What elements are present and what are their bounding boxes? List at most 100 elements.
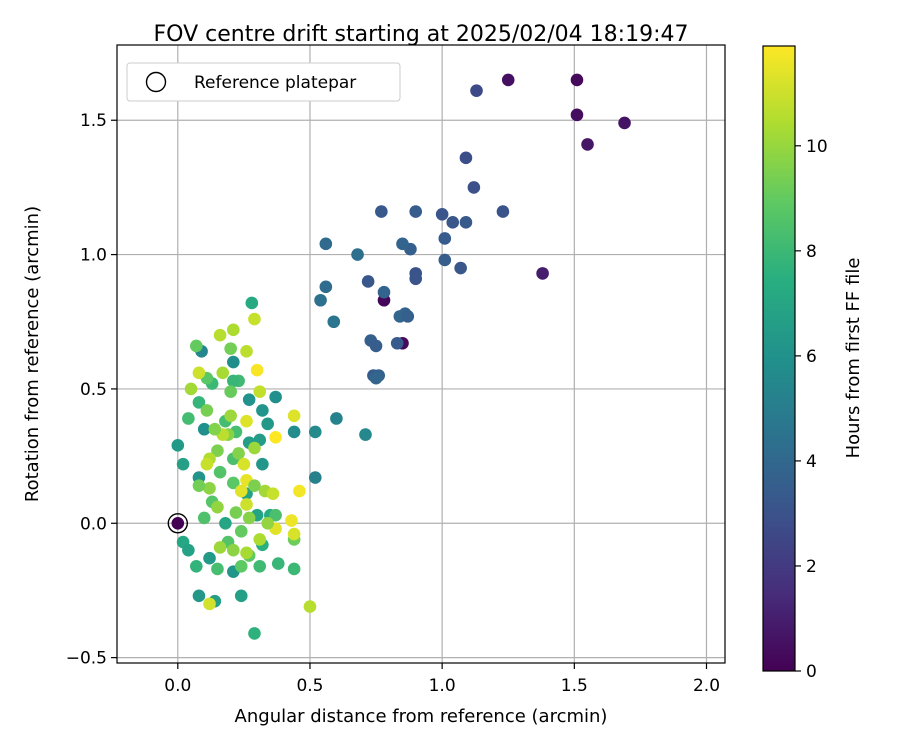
data-point (192, 396, 206, 409)
data-point (314, 293, 327, 307)
data-point (190, 339, 203, 353)
data-point (261, 516, 274, 530)
colorbar-tick-label: 4 (806, 452, 817, 472)
data-point (216, 366, 230, 380)
data-point (229, 506, 243, 519)
y-tick-label: 1.5 (80, 111, 107, 131)
data-point (227, 374, 240, 388)
data-point (435, 207, 449, 221)
y-tick-label: 0.5 (80, 380, 107, 400)
data-point (369, 339, 383, 353)
data-point (287, 562, 301, 576)
data-point (192, 589, 206, 603)
data-point (224, 385, 237, 398)
data-point (401, 310, 415, 323)
data-point (182, 412, 195, 425)
data-points (171, 73, 631, 640)
data-point (248, 479, 261, 492)
data-point (250, 363, 264, 377)
data-point (361, 275, 375, 288)
data-point (248, 312, 261, 326)
data-point (287, 409, 301, 423)
data-point (396, 237, 409, 251)
y-tick-label: −0.5 (66, 649, 107, 669)
data-point (211, 500, 224, 514)
data-point (203, 482, 216, 495)
data-point (570, 108, 584, 122)
legend-entry-reference: Reference platepar (194, 73, 356, 93)
data-point (190, 559, 203, 573)
data-point (308, 471, 322, 484)
x-tick-label: 1.5 (561, 676, 588, 696)
reference-ring (167, 513, 189, 534)
data-point (208, 422, 222, 436)
data-point (293, 484, 306, 498)
data-point (211, 562, 224, 576)
data-point (197, 511, 211, 525)
colorbar-tick-label: 10 (806, 137, 828, 157)
reference-marker (167, 513, 189, 534)
data-point (375, 205, 388, 218)
data-point (234, 589, 248, 603)
data-point (234, 484, 248, 498)
data-point (200, 404, 214, 417)
data-point (409, 205, 423, 218)
data-point (287, 527, 301, 541)
colorbar-tick-label: 2 (806, 557, 817, 577)
data-point (330, 412, 343, 425)
data-point (182, 543, 195, 557)
data-point (454, 261, 467, 275)
x-axis-label: Angular distance from reference (arcmin) (235, 706, 608, 727)
data-point (271, 557, 285, 570)
data-point (171, 439, 185, 452)
y-axis: −0.5 0.0 0.5 1.0 1.5 (66, 111, 117, 669)
data-point (359, 428, 372, 441)
x-tick-label: 2.0 (693, 676, 720, 696)
y-axis-label: Rotation from reference (arcmin) (22, 206, 43, 502)
data-point (308, 425, 322, 439)
data-point (253, 385, 267, 398)
data-point (232, 447, 245, 460)
data-point (618, 116, 631, 130)
data-point (227, 543, 240, 557)
data-point (581, 138, 594, 151)
data-point (242, 393, 256, 406)
data-point (192, 366, 206, 380)
data-point (446, 216, 460, 229)
data-point (459, 216, 473, 229)
data-point (269, 430, 282, 444)
data-point (266, 487, 280, 501)
data-point (409, 272, 423, 286)
data-point (390, 336, 404, 350)
grid (117, 45, 725, 663)
reference-point (171, 516, 185, 530)
data-point (242, 511, 256, 525)
data-point (203, 597, 216, 611)
data-point (240, 345, 253, 358)
data-point (256, 404, 269, 417)
data-point (213, 465, 227, 479)
data-point (369, 371, 383, 385)
data-point (269, 508, 282, 522)
colorbar-tick-label: 8 (806, 242, 817, 262)
data-point (285, 514, 298, 527)
data-point (319, 280, 333, 294)
x-tick-label: 0.5 (296, 676, 323, 696)
data-point (438, 253, 452, 267)
data-point (224, 409, 237, 423)
data-point (234, 525, 248, 538)
colorbar: 0 2 4 6 8 10 Hours from first FF file (762, 45, 864, 682)
data-point (303, 600, 317, 613)
colorbar-tick-label: 0 (806, 662, 817, 682)
data-point (256, 457, 269, 471)
data-point (227, 476, 240, 490)
data-point (240, 414, 253, 428)
data-point (224, 342, 237, 355)
data-point (192, 479, 206, 492)
data-point (319, 237, 333, 251)
data-point (211, 444, 224, 458)
data-point (248, 441, 261, 455)
data-point (351, 248, 364, 261)
data-point (176, 457, 190, 471)
